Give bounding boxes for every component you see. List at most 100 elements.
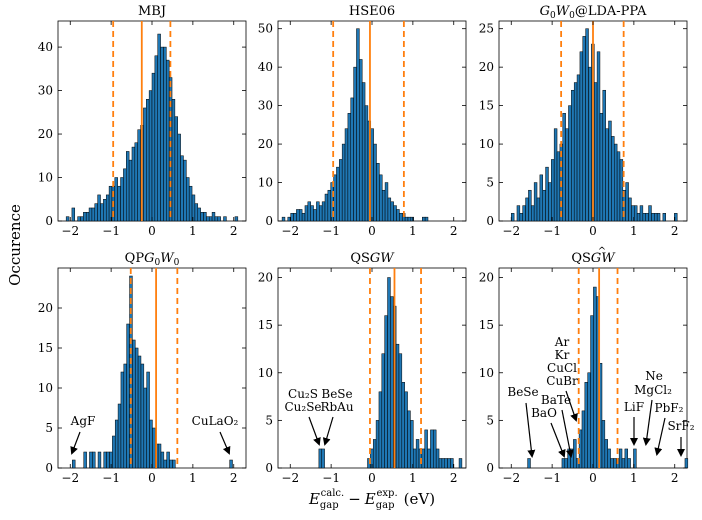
histogram-bar	[390, 201, 394, 222]
x-tick-label: −2	[502, 471, 520, 485]
x-tick-label: 1	[630, 471, 638, 485]
y-tick-label: 0	[265, 461, 273, 475]
y-tick-label: 10	[258, 176, 273, 190]
histogram-bar	[674, 213, 678, 222]
y-tick-label: 20	[258, 137, 273, 151]
x-tick-label: −2	[61, 471, 79, 485]
annotation-bese-6: BeSe	[507, 385, 538, 399]
x-tick-label: 1	[409, 471, 417, 485]
histogram-bar	[316, 201, 320, 222]
histogram-bar	[117, 403, 122, 469]
histogram-bar	[327, 189, 331, 222]
y-tick-label: 15	[38, 341, 53, 355]
x-tick-label: 0	[589, 471, 597, 485]
histogram-bar	[177, 133, 181, 222]
x-tick-label: −1	[102, 224, 120, 238]
histogram-bar	[525, 197, 529, 222]
histogram-bar	[304, 205, 309, 222]
histogram-bar	[398, 353, 403, 469]
annotation-culao2: CuLaO₂	[192, 414, 239, 428]
annotation-cucl: CuCl	[547, 361, 577, 375]
annotation-bate: BaTe	[541, 393, 571, 407]
y-tick-label: 5	[265, 413, 273, 427]
y-tick-label: 20	[38, 127, 53, 141]
histogram-bar	[605, 128, 609, 222]
x-tick-label: 2	[230, 471, 238, 485]
histogram-bar	[564, 458, 568, 469]
histogram-bar	[72, 459, 76, 469]
annotation-pbf2: PbF₂	[655, 401, 684, 415]
histogram-bar	[163, 459, 167, 469]
histogram-bar	[160, 46, 164, 222]
histogram-bar	[651, 213, 655, 222]
y-tick-label: 10	[479, 366, 494, 380]
histogram-bar	[565, 128, 569, 222]
histogram-bar	[112, 435, 116, 469]
histogram-bar	[625, 182, 629, 222]
histogram-bar	[601, 420, 606, 469]
histogram-bar	[344, 128, 349, 222]
histogram-bar	[313, 209, 317, 222]
histogram-bar	[120, 177, 124, 222]
histogram-bar	[100, 203, 104, 222]
histogram-bar	[359, 59, 363, 222]
histogram-bar	[435, 448, 440, 469]
histogram-bar	[307, 201, 311, 222]
histogram-bar	[648, 205, 652, 222]
histogram-bar	[172, 459, 176, 469]
annotation-arrow-agf	[70, 431, 81, 455]
histogram-bar	[585, 28, 589, 222]
annotation-agf: AgF	[70, 414, 96, 428]
panel-5-frame	[277, 267, 467, 469]
histogram-bar	[407, 410, 411, 469]
histogram-bar	[301, 213, 306, 222]
histogram-bar	[379, 174, 383, 222]
histogram-bar	[551, 159, 555, 222]
histogram-bar	[593, 286, 597, 469]
x-tick-label: −2	[281, 471, 299, 485]
histogram-bar	[662, 213, 667, 222]
x-tick-label: 0	[148, 471, 156, 485]
histogram-bar	[143, 387, 147, 469]
y-tick-label: 0	[486, 461, 494, 475]
panel-5-title: QSGW	[350, 251, 395, 266]
x-axis-label: Egapcalc. − Egapexp. (eV)	[308, 488, 435, 511]
annotation-arrow-bese-6	[525, 402, 536, 458]
histogram-bar	[533, 182, 538, 222]
histogram-bar	[407, 216, 412, 222]
histogram-bar	[618, 448, 623, 469]
panel-6-title-hat: ^	[598, 246, 606, 257]
histogram-bar	[458, 458, 463, 469]
y-tick-label: 20	[38, 301, 53, 315]
x-tick-label: 1	[630, 224, 638, 238]
histogram-bar	[539, 174, 543, 222]
annotation-arrow-bese	[322, 416, 334, 446]
histogram-bar	[146, 371, 150, 469]
histogram-bar	[126, 323, 130, 469]
histogram-bar	[562, 113, 566, 222]
histogram-bar	[596, 51, 601, 222]
annotation-ne: Ne	[645, 369, 663, 383]
x-tick-label: −2	[61, 224, 79, 238]
histogram-bar	[399, 213, 403, 222]
y-tick-label: 20	[479, 60, 494, 74]
histogram-bar	[151, 72, 156, 222]
annotation-ar: Ar	[554, 335, 570, 349]
histogram-bar	[293, 213, 297, 222]
x-tick-label: 1	[189, 224, 197, 238]
histogram-bar	[114, 177, 118, 222]
histogram-bar	[197, 207, 201, 222]
histogram-bar	[422, 216, 426, 222]
y-tick-label: 15	[258, 318, 273, 332]
histogram-bar	[627, 458, 631, 469]
histogram-bar	[131, 146, 136, 222]
histogram-bar	[602, 89, 606, 222]
annotation-arrow-culao2	[219, 431, 231, 455]
histogram-bar	[128, 159, 133, 222]
annotation-arrow-cubr	[565, 390, 578, 422]
histogram-bar	[353, 66, 357, 222]
histogram-bar	[542, 189, 546, 222]
histogram-bar	[370, 128, 374, 222]
annotation-lif: LiF	[624, 400, 644, 414]
